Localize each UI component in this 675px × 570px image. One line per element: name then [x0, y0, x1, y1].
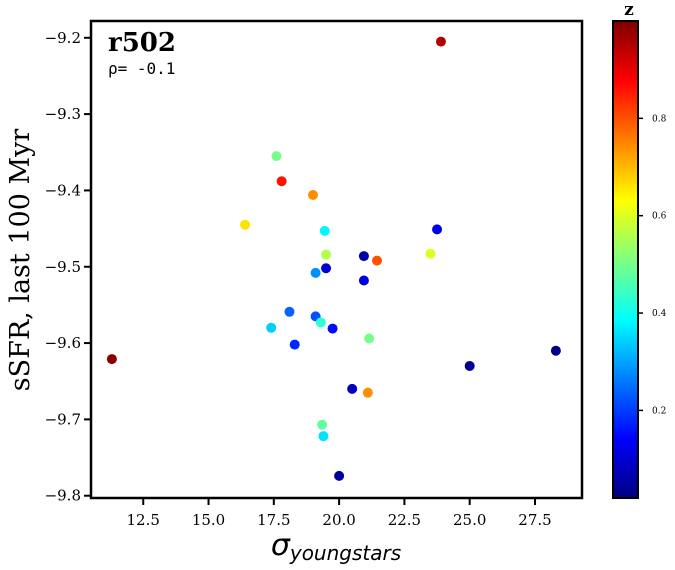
y-tick-label: −9.6 [45, 334, 81, 352]
data-point [371, 255, 382, 266]
colorbar-ticks: 0.2 0.4 0.6 0.8 [638, 114, 667, 416]
y-tick-label: −9.7 [45, 410, 81, 428]
colorbar [612, 20, 639, 499]
data-point [364, 333, 375, 344]
data-point [106, 354, 117, 365]
x-tick-label: 25.0 [453, 511, 486, 529]
colorbar-tick-label: 0.4 [652, 309, 667, 319]
data-point [276, 176, 287, 187]
colorbar-tick-label: 0.8 [652, 114, 667, 124]
y-axis-ticks: −9.2 −9.3 −9.4 −9.5 −9.6 −9.7 −9.8 [45, 29, 91, 505]
x-tick-label: 12.5 [127, 511, 160, 529]
colorbar-label: z [624, 0, 634, 20]
data-point [550, 345, 561, 356]
data-point [271, 151, 282, 162]
chart-title: r502 [108, 28, 176, 58]
data-point [266, 322, 277, 333]
x-axis-ticks: 12.5 15.0 17.5 20.0 22.5 25.0 27.5 [127, 498, 552, 529]
data-point [321, 249, 332, 260]
data-point [307, 190, 318, 201]
y-tick-label: −9.4 [45, 181, 81, 199]
data-points [106, 36, 561, 481]
data-point [240, 219, 251, 230]
data-point [317, 419, 328, 430]
data-point [425, 248, 436, 259]
data-point [334, 470, 345, 481]
x-tick-label: 17.5 [257, 511, 290, 529]
data-point [289, 339, 300, 350]
data-point [327, 323, 338, 334]
plot-frame [89, 19, 584, 500]
data-point [358, 275, 369, 286]
colorbar-tick-label: 0.6 [652, 212, 667, 222]
data-point [315, 317, 326, 328]
data-point [319, 225, 330, 236]
x-axis-label-symbol: σ [271, 528, 291, 563]
x-tick-label: 20.0 [322, 511, 355, 529]
y-tick-label: −9.3 [45, 105, 81, 123]
colorbar-tick-label: 0.2 [652, 406, 666, 416]
x-tick-label: 22.5 [388, 511, 421, 529]
y-axis-label: sSFR, last 100 Myr [5, 129, 36, 392]
x-tick-label: 15.0 [192, 511, 225, 529]
x-axis-label: σyoungstars [271, 528, 401, 565]
x-tick-label: 27.5 [518, 511, 551, 529]
data-point [435, 36, 446, 47]
y-tick-label: −9.8 [45, 487, 81, 505]
y-tick-label: −9.5 [45, 258, 81, 276]
y-tick-label: −9.2 [45, 29, 81, 47]
correlation-annotation: ρ= -0.1 [108, 59, 175, 78]
data-point [432, 224, 443, 235]
data-point [362, 387, 373, 398]
data-point [464, 360, 475, 371]
data-point [318, 431, 329, 442]
data-point [310, 267, 321, 278]
data-point [347, 383, 358, 394]
x-axis-label-subscript: youngstars [289, 541, 401, 565]
data-point [321, 263, 332, 274]
data-point [358, 251, 369, 262]
data-point [284, 306, 295, 317]
